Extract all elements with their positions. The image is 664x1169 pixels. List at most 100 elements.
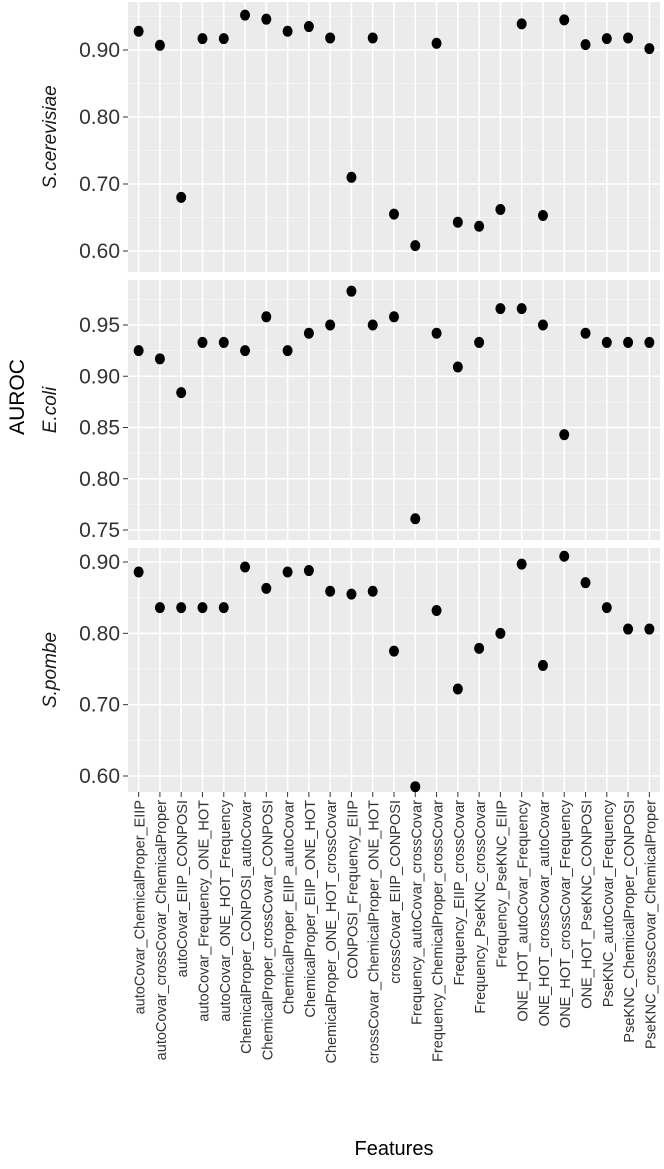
y-axis-title: AUROC [6, 359, 29, 435]
x-tick-label: ONE_HOT_autoCovar_Frequency [516, 799, 532, 1021]
data-point [389, 208, 399, 220]
data-point [133, 25, 144, 37]
x-tick-label: autoCovar_EIIP_CONPOSI [175, 800, 191, 977]
data-point [537, 209, 548, 221]
x-tick-label: ChemicalProper_EIIP_autoCovar [282, 800, 298, 1015]
x-tick-label: Frequency_PseKNC_crossCovar [473, 800, 489, 1014]
data-point [389, 311, 399, 323]
data-point [197, 602, 208, 614]
x-tick-label: PseKNC_crossCovar_ChemicalProper [643, 800, 659, 1049]
y-tick-label: 0.60 [79, 765, 120, 788]
data-point [410, 513, 421, 525]
x-tick-label: autoCovar_crossCovar_ChemicalProper [154, 800, 170, 1060]
data-point [218, 336, 229, 348]
data-point [644, 336, 655, 348]
data-point [452, 683, 463, 695]
data-point [559, 429, 570, 441]
data-point [431, 605, 442, 617]
data-point [601, 336, 612, 348]
data-point [154, 602, 165, 614]
y-tick-label: 0.90 [79, 551, 120, 574]
data-point [240, 9, 251, 21]
data-point [176, 602, 187, 614]
data-point [176, 191, 187, 203]
data-point [240, 561, 251, 573]
y-tick-label: 0.95 [79, 314, 120, 337]
panel-scerevisiae: 0.60 0.70 0.80 0.90 S.cerevisiae [40, 2, 660, 272]
data-point [325, 585, 336, 597]
data-point [154, 353, 165, 365]
data-point [559, 550, 570, 562]
data-point [346, 285, 357, 297]
data-point [601, 33, 612, 45]
x-tick-label: autoCovar_ChemicalProper_EIIP [133, 800, 149, 1014]
x-tick-label: ChemicalProper_crossCovar_CONPOSI [260, 800, 276, 1060]
data-point [516, 558, 527, 570]
panel-spombe: 0.60 0.70 0.80 0.90 S.pombe [40, 548, 660, 793]
x-tick-label: Frequency_PseKNC_EIIP [494, 800, 510, 968]
x-tick-label: PseKNC_ChemicalProper_CONPOSI [622, 800, 638, 1043]
data-point [303, 327, 314, 339]
data-point [431, 37, 442, 49]
data-point [346, 588, 357, 600]
data-point [516, 303, 527, 315]
data-point [623, 623, 634, 635]
data-point [644, 43, 655, 55]
data-point [580, 39, 591, 51]
y-tick-label: 0.80 [79, 106, 120, 129]
data-point [601, 602, 612, 614]
data-point [644, 623, 655, 635]
data-point [367, 585, 378, 597]
panel-label: S.pombe [40, 632, 61, 708]
y-tick-label: 0.80 [79, 468, 120, 491]
x-tick-label: ChemicalProper_CONPOSI_autoCovar [239, 800, 255, 1054]
data-point [474, 220, 485, 232]
x-tick-label: autoCovar_Frequency_ONE_HOT [196, 800, 212, 1022]
data-point [410, 781, 421, 793]
data-point [218, 602, 229, 614]
data-point [580, 577, 591, 589]
x-tick-label: Frequency_EIIP_crossCovar [452, 800, 468, 986]
y-tick-label: 0.85 [79, 417, 120, 440]
data-point [495, 303, 506, 315]
x-tick-label: ONE_HOT_crossCovar_Frequency [558, 799, 574, 1028]
data-point [133, 566, 144, 578]
panel-label: E.coli [40, 386, 61, 433]
data-point [537, 659, 548, 671]
data-point [261, 13, 272, 25]
data-point [495, 203, 506, 215]
data-point [218, 33, 229, 45]
data-point [176, 387, 187, 399]
y-tick-label: 0.75 [79, 519, 120, 542]
data-point [367, 319, 378, 331]
y-tick-label: 0.80 [79, 622, 120, 645]
data-point [623, 32, 634, 44]
data-point [452, 361, 463, 373]
data-point [452, 216, 463, 228]
data-point [474, 642, 485, 654]
data-point [431, 327, 442, 339]
panel-ecoli: 0.75 0.80 0.85 0.90 0.95 E.coli [40, 280, 660, 542]
data-point [282, 566, 293, 578]
y-tick-label: 0.90 [79, 39, 120, 62]
x-tick-label: ChemicalProper_ONE_HOT_crossCovar [324, 800, 340, 1064]
data-point [325, 319, 336, 331]
data-point [410, 240, 421, 252]
x-axis: autoCovar_ChemicalProper_EIIP autoCovar_c… [133, 792, 659, 1064]
x-tick-label: Frequency_ChemicalProper_crossCovar [431, 800, 447, 1062]
data-point [580, 327, 591, 339]
data-point [197, 336, 208, 348]
x-tick-label: crossCovar_ChemicalProper_ONE_HOT [367, 800, 383, 1064]
data-point [367, 32, 378, 44]
x-tick-label: PseKNC_autoCovar_Frequency [601, 799, 617, 1007]
data-point [325, 32, 336, 44]
x-tick-label: crossCovar_EIIP_CONPOSI [388, 800, 404, 984]
data-point [516, 18, 527, 30]
data-point [303, 21, 314, 33]
data-point [623, 336, 634, 348]
data-point [389, 645, 399, 657]
data-point [537, 319, 548, 331]
data-point [346, 171, 357, 183]
